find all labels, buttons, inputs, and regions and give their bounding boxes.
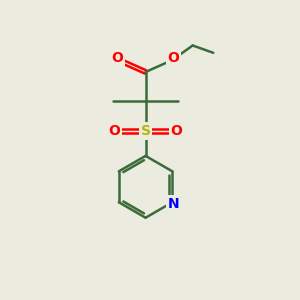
Text: O: O [109, 124, 121, 138]
Text: S: S [141, 124, 151, 138]
Text: O: O [171, 124, 182, 138]
Text: N: N [168, 197, 180, 211]
Text: O: O [168, 51, 179, 65]
Text: O: O [112, 51, 124, 65]
